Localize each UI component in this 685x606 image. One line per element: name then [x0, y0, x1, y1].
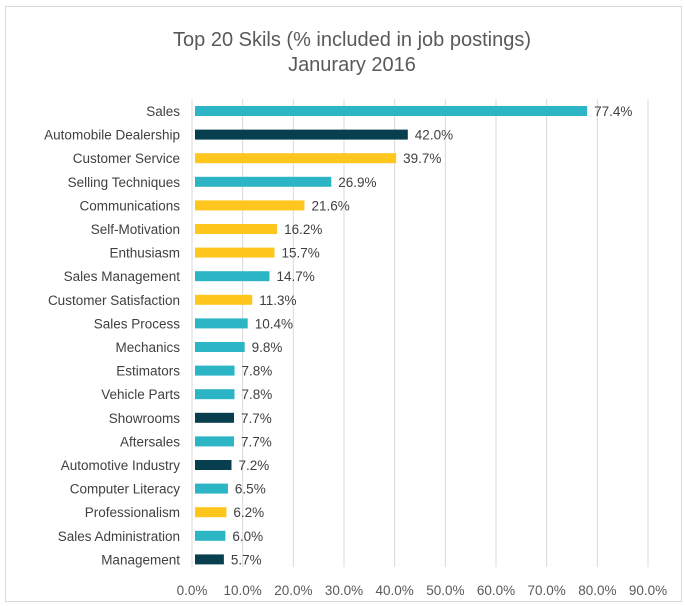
chart-title-line-1: Top 20 Skils (% included in job postings…: [173, 29, 531, 51]
bar: [195, 224, 278, 234]
category-label: Enthusiasm: [109, 246, 180, 261]
value-label: 6.5%: [235, 482, 266, 497]
category-label: Showrooms: [109, 411, 181, 426]
x-axis-tick-labels: 0.0% 10.0% 20.0% 30.0% 40.0% 50.0% 60.0% 70.0% 8…: [177, 583, 668, 598]
category-label: Self-Motivation: [91, 222, 180, 237]
chart-title-line-2: Janurary 2016: [288, 54, 416, 76]
category-label: Estimators: [116, 364, 180, 379]
category-label: Aftersales: [120, 434, 180, 449]
value-label: 7.2%: [238, 458, 269, 473]
bar: [195, 389, 235, 400]
value-label: 42.0%: [415, 128, 453, 143]
value-label: 16.2%: [284, 222, 322, 237]
value-labels: 77.4% 42.0% 39.7% 26.9% 21.6% 16.2% 15.7% 14.7%…: [231, 104, 633, 567]
bar: [195, 365, 235, 376]
bar: [195, 271, 270, 282]
category-label: Automobile Dealership: [44, 128, 180, 143]
gridlines: [191, 99, 649, 567]
category-label: Sales Administration: [58, 529, 180, 544]
bar-series: [195, 106, 588, 565]
x-tick-label: 0.0%: [177, 583, 208, 598]
chart-frame: Top 20 Skils (% included in job postings…: [5, 6, 682, 602]
value-label: 15.7%: [282, 246, 320, 261]
bar: [195, 106, 588, 116]
bar: [195, 176, 332, 187]
value-label: 21.6%: [311, 198, 349, 213]
bar: [195, 507, 227, 518]
bar: [195, 412, 235, 423]
category-label: Professionalism: [85, 505, 180, 520]
value-label: 7.7%: [241, 411, 272, 426]
category-label: Sales: [146, 104, 180, 119]
category-label: Communications: [79, 198, 180, 213]
bar: [195, 153, 397, 164]
x-tick-label: 50.0%: [426, 583, 464, 598]
bar: [195, 200, 305, 211]
value-label: 6.2%: [233, 505, 264, 520]
value-label: 7.8%: [242, 387, 273, 402]
category-label: Customer Service: [73, 151, 180, 166]
value-label: 7.7%: [241, 434, 272, 449]
x-tick-label: 90.0%: [629, 583, 667, 598]
value-label: 26.9%: [338, 175, 376, 190]
category-label: Management: [101, 552, 180, 567]
value-label: 9.8%: [252, 340, 283, 355]
bar: [195, 554, 224, 565]
value-label: 5.7%: [231, 552, 262, 567]
x-tick-label: 60.0%: [477, 583, 515, 598]
x-tick-label: 10.0%: [224, 583, 262, 598]
category-label: Sales Management: [64, 269, 181, 284]
value-label: 10.4%: [255, 316, 293, 331]
value-label: 6.0%: [232, 529, 263, 544]
x-tick-label: 40.0%: [376, 583, 414, 598]
category-label: Sales Process: [94, 316, 181, 331]
bar: [195, 247, 275, 258]
category-label: Computer Literacy: [70, 482, 181, 497]
value-label: 77.4%: [594, 104, 632, 119]
bar: [195, 483, 228, 494]
value-label: 11.3%: [259, 293, 296, 308]
x-tick-label: 70.0%: [528, 583, 566, 598]
x-tick-label: 30.0%: [325, 583, 363, 598]
bar: [195, 294, 253, 305]
category-label: Mechanics: [115, 340, 180, 355]
x-tick-label: 80.0%: [578, 583, 616, 598]
value-label: 7.8%: [242, 364, 273, 379]
category-label: Vehicle Parts: [101, 387, 180, 402]
bar-chart: Top 20 Skils (% included in job postings…: [44, 29, 668, 598]
value-label: 14.7%: [276, 269, 314, 284]
category-labels: Sales Automobile Dealership Customer Servi…: [44, 104, 180, 567]
x-tick-label: 20.0%: [274, 583, 312, 598]
category-label: Automotive Industry: [61, 458, 181, 473]
bar: [195, 342, 245, 352]
bar: [195, 318, 248, 329]
category-label: Selling Techniques: [68, 175, 181, 190]
value-label: 39.7%: [403, 151, 441, 166]
category-label: Customer Satisfaction: [48, 293, 180, 308]
bar: [195, 129, 408, 140]
bar: [195, 436, 235, 447]
bar: [195, 530, 226, 541]
bar: [195, 460, 232, 470]
